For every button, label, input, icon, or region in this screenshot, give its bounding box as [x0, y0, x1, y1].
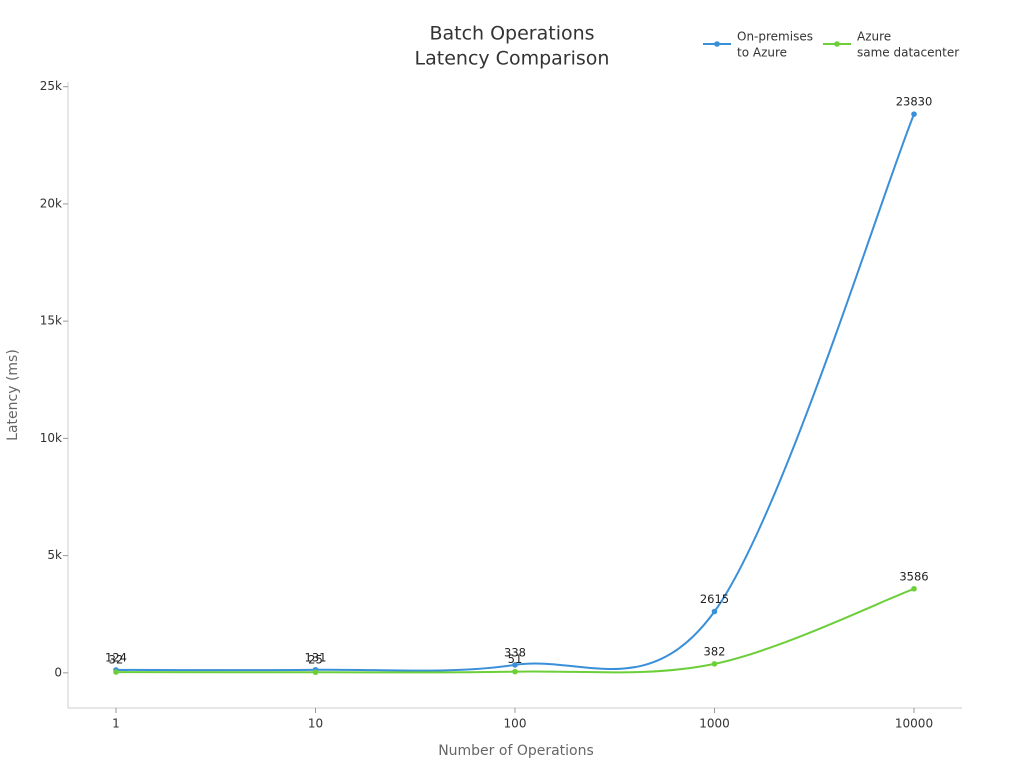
- data-label: 32: [109, 653, 124, 667]
- chart-title: Latency Comparison: [415, 48, 610, 70]
- legend-marker: [714, 41, 720, 47]
- data-point: [711, 661, 718, 667]
- y-tick-label: 15k: [40, 314, 62, 328]
- x-tick-label: 1000: [699, 717, 730, 731]
- series-line: [115, 113, 915, 672]
- y-tick-label: 10k: [40, 431, 62, 445]
- data-label: 2615: [700, 592, 729, 606]
- x-tick-label: 10: [308, 717, 323, 731]
- data-point: [711, 608, 718, 615]
- x-tick-label: 10000: [895, 717, 933, 731]
- legend-label: to Azure: [737, 46, 787, 60]
- data-point: [113, 669, 119, 675]
- data-label: 51: [508, 652, 523, 666]
- data-label: 23830: [896, 95, 933, 109]
- y-axis-title: Latency (ms): [5, 349, 21, 441]
- y-tick-label: 0: [54, 665, 62, 679]
- legend-marker: [834, 41, 840, 47]
- data-label: 124: [105, 650, 127, 664]
- x-tick-label: 1: [112, 717, 120, 731]
- x-axis-title: Number of Operations: [438, 743, 594, 759]
- data-point: [512, 662, 518, 668]
- legend-label: Azure: [857, 30, 891, 44]
- data-label: 382: [704, 644, 726, 658]
- data-label: 338: [504, 645, 526, 659]
- legend-label: On-premises: [737, 30, 813, 44]
- data-point: [911, 111, 917, 117]
- y-tick-label: 25k: [40, 79, 62, 93]
- legend-label: same datacenter: [857, 46, 959, 60]
- data-point: [911, 585, 917, 592]
- chart-title: Batch Operations: [429, 23, 594, 45]
- y-tick-label: 5k: [47, 548, 62, 562]
- data-label: 131: [305, 650, 327, 664]
- data-point: [512, 668, 518, 675]
- data-label: 25: [308, 653, 323, 667]
- x-tick-label: 100: [504, 717, 527, 731]
- y-tick-label: 20k: [40, 196, 62, 210]
- data-label: 3586: [899, 569, 928, 583]
- data-point: [312, 669, 319, 676]
